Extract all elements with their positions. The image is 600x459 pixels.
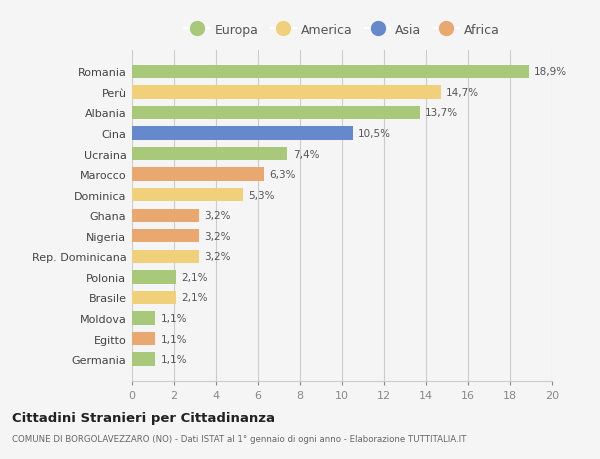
- Text: COMUNE DI BORGOLAVEZZARO (NO) - Dati ISTAT al 1° gennaio di ogni anno - Elaboraz: COMUNE DI BORGOLAVEZZARO (NO) - Dati IST…: [12, 434, 466, 443]
- Bar: [132, 106, 420, 120]
- Text: Cittadini Stranieri per Cittadinanza: Cittadini Stranieri per Cittadinanza: [12, 411, 275, 424]
- Text: 3,2%: 3,2%: [205, 252, 231, 262]
- Bar: [132, 209, 199, 223]
- Bar: [132, 250, 199, 263]
- Bar: [132, 271, 176, 284]
- Text: 1,1%: 1,1%: [160, 313, 187, 323]
- Text: 6,3%: 6,3%: [269, 170, 296, 180]
- Bar: [132, 66, 529, 79]
- Text: 1,1%: 1,1%: [160, 354, 187, 364]
- Text: 14,7%: 14,7%: [446, 88, 479, 98]
- Text: 3,2%: 3,2%: [205, 231, 231, 241]
- Text: 1,1%: 1,1%: [160, 334, 187, 344]
- Text: 7,4%: 7,4%: [293, 149, 319, 159]
- Bar: [132, 127, 353, 140]
- Bar: [132, 353, 155, 366]
- Text: 13,7%: 13,7%: [425, 108, 458, 118]
- Bar: [132, 189, 244, 202]
- Text: 10,5%: 10,5%: [358, 129, 391, 139]
- Bar: [132, 291, 176, 304]
- Bar: [132, 312, 155, 325]
- Text: 18,9%: 18,9%: [534, 67, 567, 77]
- Text: 3,2%: 3,2%: [205, 211, 231, 221]
- Legend: Europa, America, Asia, Africa: Europa, America, Asia, Africa: [179, 19, 505, 42]
- Bar: [132, 147, 287, 161]
- Bar: [132, 230, 199, 243]
- Bar: [132, 332, 155, 346]
- Text: 5,3%: 5,3%: [248, 190, 275, 200]
- Bar: [132, 168, 264, 181]
- Text: 2,1%: 2,1%: [181, 272, 208, 282]
- Text: 2,1%: 2,1%: [181, 293, 208, 303]
- Bar: [132, 86, 440, 99]
